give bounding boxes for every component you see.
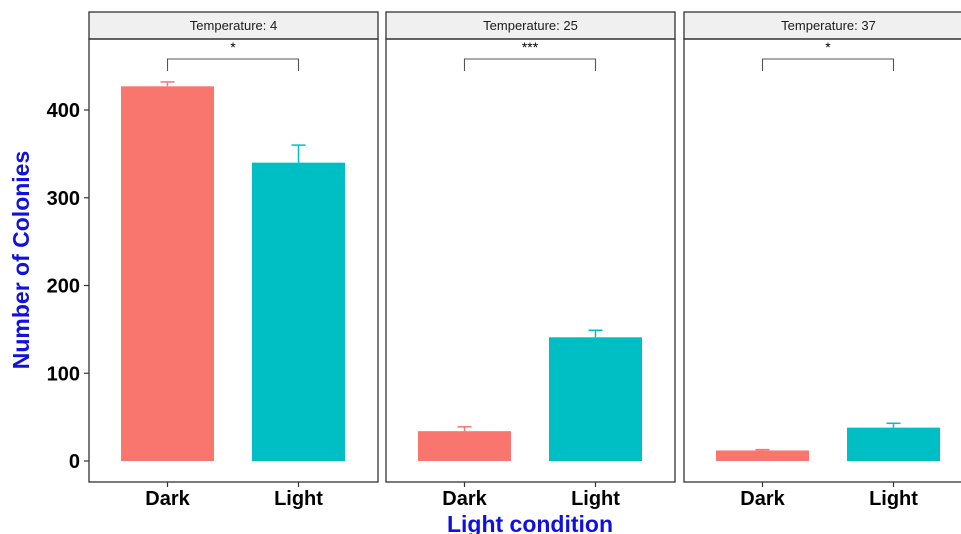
facet-strip-label: Temperature: 25 [483, 18, 578, 33]
y-axis: 0 100 200 300 400 [47, 100, 89, 473]
facet-panel: Temperature: 25 Dark Light *** [385, 11, 676, 510]
x-tick-label: Dark [740, 488, 785, 510]
panel-border [88, 38, 379, 483]
bar-dark [716, 450, 809, 461]
x-tick-label: Dark [145, 488, 190, 510]
bar-light [252, 162, 345, 461]
significance-label: * [230, 39, 236, 55]
x-tick-label: Dark [442, 488, 487, 510]
y-tick-label: 400 [47, 100, 80, 122]
x-tick-label: Light [274, 488, 323, 510]
y-axis-title: Number of Colonies [8, 151, 34, 370]
significance-label: * [825, 39, 831, 55]
y-tick-label: 100 [47, 363, 80, 385]
facet-panel: Temperature: 37 Dark Light * [683, 11, 961, 510]
x-axis-title: Light condition [447, 511, 613, 534]
bar-light [847, 427, 940, 461]
facet-panels: Temperature: 4 Dark Light * Temperature: 25 D… [88, 11, 961, 510]
x-tick-label: Light [571, 488, 620, 510]
y-tick-label: 200 [47, 276, 80, 298]
significance-bracket [761, 58, 895, 71]
facet-strip [385, 11, 676, 40]
y-tick-label: 0 [69, 451, 80, 473]
significance-bracket [463, 58, 597, 71]
y-tick-label: 300 [47, 188, 80, 210]
x-tick-label: Light [869, 488, 918, 510]
significance-bracket [166, 58, 300, 71]
bar-light [549, 337, 642, 461]
panel-border [683, 38, 961, 483]
facet-panel: Temperature: 4 Dark Light * [88, 11, 379, 510]
bar-dark [121, 86, 214, 462]
facet-strip-label: Temperature: 4 [190, 18, 277, 33]
facet-strip [683, 11, 961, 40]
facet-strip-label: Temperature: 37 [781, 18, 876, 33]
facet-strip [88, 11, 379, 40]
significance-label: *** [522, 39, 539, 55]
panel-border [385, 38, 676, 483]
bar-dark [418, 431, 511, 461]
